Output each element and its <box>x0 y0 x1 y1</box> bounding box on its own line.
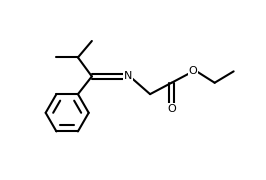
Text: N: N <box>124 71 132 81</box>
Text: O: O <box>189 66 197 76</box>
Text: O: O <box>167 104 176 114</box>
